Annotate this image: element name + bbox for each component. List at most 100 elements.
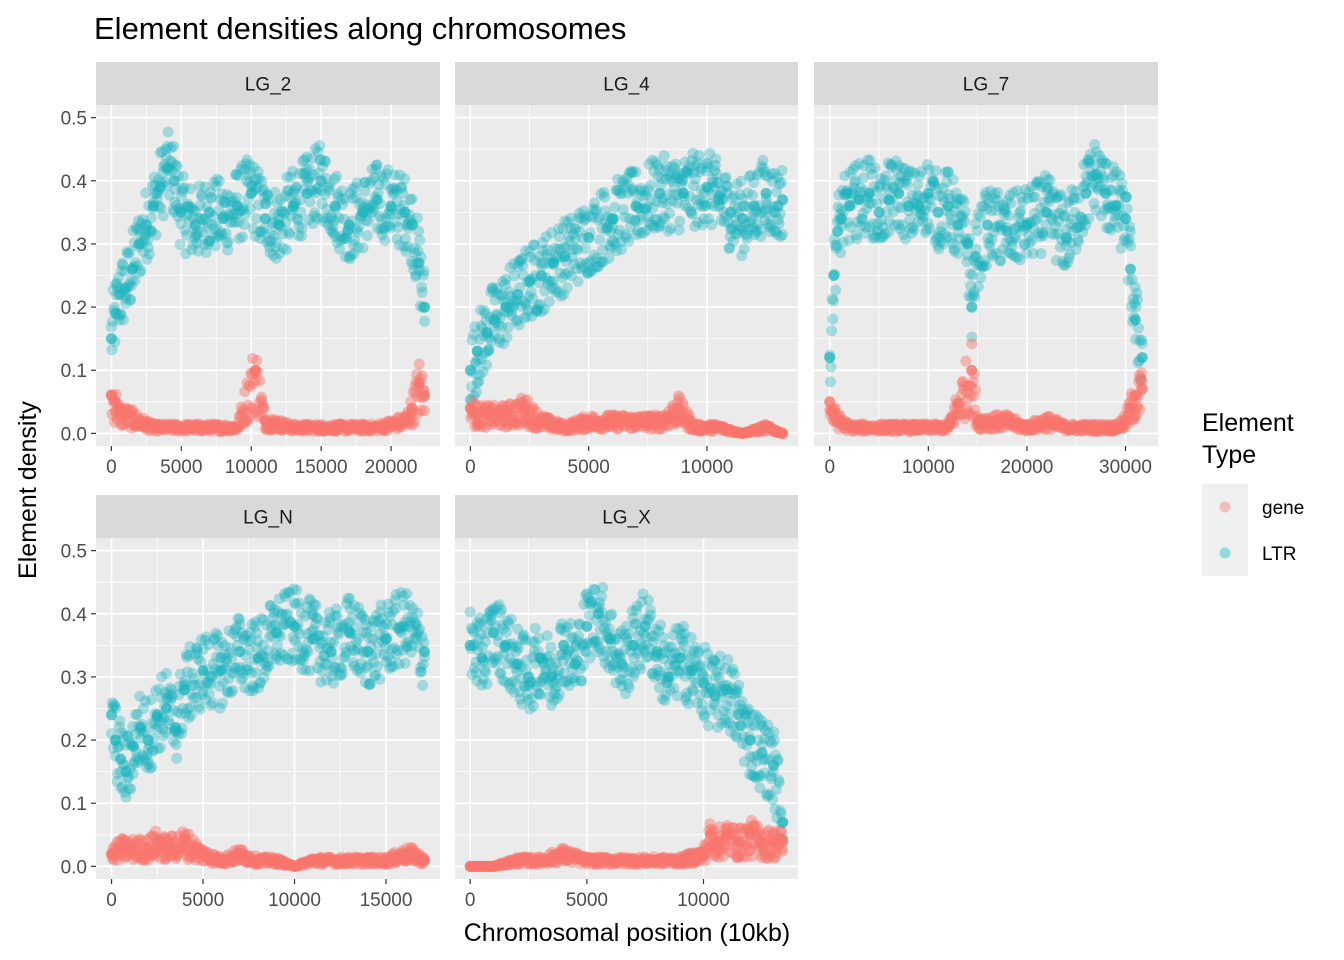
point-ltr — [598, 186, 610, 198]
point-ltr — [204, 186, 216, 198]
point-ltr — [1131, 294, 1143, 306]
point-gene — [335, 418, 347, 430]
point-gene — [303, 418, 315, 430]
point-ltr — [302, 646, 314, 658]
point-ltr — [328, 215, 340, 227]
point-ltr — [184, 183, 196, 195]
point-gene — [332, 422, 344, 434]
point-ltr — [674, 215, 686, 227]
point-ltr — [579, 210, 591, 222]
point-ltr — [688, 180, 700, 192]
point-ltr — [248, 161, 260, 173]
point-ltr — [660, 173, 672, 185]
point-ltr — [689, 173, 701, 185]
x-tick-label: 5000 — [182, 890, 224, 911]
point-gene — [188, 425, 200, 437]
point-ltr — [369, 172, 381, 184]
point-ltr — [287, 187, 299, 199]
point-ltr-value — [301, 187, 313, 199]
point-ltr — [773, 218, 785, 230]
point-ltr — [642, 594, 654, 606]
point-ltr-value — [413, 257, 425, 269]
point-ltr — [825, 361, 837, 373]
point-ltr — [465, 394, 477, 406]
point-ltr — [523, 290, 535, 302]
point-ltr — [376, 229, 388, 241]
point-ltr — [686, 208, 698, 220]
point-ltr — [552, 243, 564, 255]
point-ltr — [263, 235, 275, 247]
point-ltr — [366, 163, 378, 175]
point-ltr — [656, 173, 668, 185]
point-ltr — [470, 386, 482, 398]
point-ltr — [142, 234, 154, 246]
point-ltr — [215, 227, 227, 239]
point-ltr — [614, 187, 626, 199]
point-ltr — [766, 175, 778, 187]
point-ltr — [156, 146, 168, 158]
point-ltr — [663, 170, 675, 182]
point-ltr — [525, 251, 537, 263]
point-ltr — [390, 184, 402, 196]
point-ltr — [698, 213, 710, 225]
point-ltr — [179, 224, 191, 236]
point-ltr — [969, 291, 981, 303]
point-ltr — [519, 312, 531, 324]
point-ltr — [239, 163, 251, 175]
point-ltr — [467, 329, 479, 341]
point-ltr — [177, 185, 189, 197]
point-gene — [192, 421, 204, 433]
point-ltr — [603, 623, 615, 635]
point-ltr — [546, 282, 558, 294]
point-ltr-value — [760, 187, 772, 199]
point-ltr — [122, 248, 134, 260]
point-ltr — [464, 394, 476, 406]
point-gene-value — [559, 421, 571, 433]
point-gene — [247, 353, 259, 365]
point-ltr-value — [133, 238, 145, 250]
point-ltr — [384, 222, 396, 234]
point-gene — [331, 425, 343, 437]
point-ltr — [582, 267, 594, 279]
point-ltr — [718, 216, 730, 228]
point-ltr — [327, 220, 339, 232]
point-ltr — [722, 216, 734, 228]
point-gene — [359, 425, 371, 437]
point-ltr — [529, 622, 541, 634]
point-ltr — [553, 223, 565, 235]
point-ltr — [680, 166, 692, 178]
point-ltr-value — [1090, 168, 1102, 180]
point-gene — [510, 417, 522, 429]
point-ltr — [383, 220, 395, 232]
point-ltr — [297, 168, 309, 180]
point-ltr — [399, 173, 411, 185]
point-ltr — [106, 344, 118, 356]
point-gene — [484, 419, 496, 431]
point-ltr — [736, 193, 748, 205]
point-ltr — [229, 216, 241, 228]
point-ltr — [759, 214, 771, 226]
point-ltr-value — [1041, 206, 1053, 218]
point-ltr — [264, 246, 276, 258]
point-ltr — [550, 282, 562, 294]
point-gene-value — [287, 421, 299, 433]
point-ltr-value — [942, 200, 954, 212]
point-ltr — [124, 294, 136, 306]
point-ltr — [505, 613, 517, 625]
point-ltr — [310, 599, 322, 611]
point-ltr — [214, 230, 226, 242]
point-ltr — [701, 157, 713, 169]
point-gene — [490, 411, 502, 423]
point-gene — [256, 391, 268, 403]
point-ltr — [612, 173, 624, 185]
point-ltr — [341, 230, 353, 242]
point-gene — [194, 423, 206, 435]
point-ltr-value — [197, 665, 209, 677]
point-gene — [362, 422, 374, 434]
point-ltr — [308, 210, 320, 222]
point-ltr — [728, 190, 740, 202]
point-ltr — [267, 249, 279, 261]
point-ltr — [216, 188, 228, 200]
point-ltr — [658, 150, 670, 162]
